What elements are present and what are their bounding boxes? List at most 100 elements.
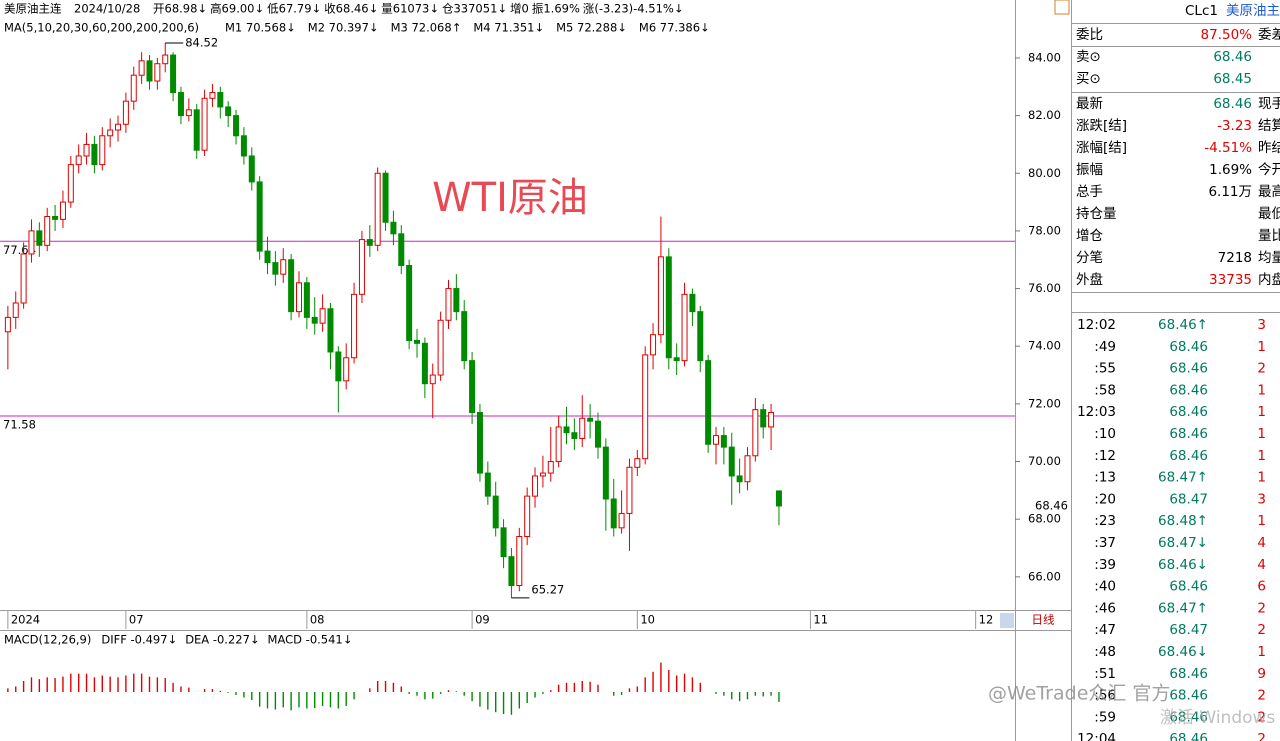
tick-time: :13 xyxy=(1094,470,1116,486)
quote-label: 委比 xyxy=(1076,27,1103,43)
tick-volume: 1 xyxy=(1257,426,1266,442)
tick-time: :40 xyxy=(1094,579,1116,595)
tick-price: 68.47 xyxy=(1169,491,1208,507)
candle-body xyxy=(594,420,601,448)
quote-label: 委差 xyxy=(1258,27,1280,43)
tick-time: :59 xyxy=(1094,709,1116,725)
candle-body xyxy=(390,221,397,235)
x-tick-label: 12 xyxy=(979,613,994,627)
candle-body xyxy=(563,426,570,434)
candle-body xyxy=(154,63,161,82)
candle-body xyxy=(248,155,255,183)
tick-time: 12:04 xyxy=(1077,731,1116,741)
candle-body xyxy=(626,466,633,514)
candle-body xyxy=(571,432,578,439)
quote-name: 美原油主连 xyxy=(1226,3,1280,19)
quote-label: 昨结算 xyxy=(1258,140,1280,156)
candle-body xyxy=(705,360,712,445)
candle-body xyxy=(421,342,428,385)
candle-body xyxy=(209,92,216,99)
candle-body xyxy=(445,288,452,321)
candle-body xyxy=(138,60,145,76)
candle-body xyxy=(492,495,499,529)
candle-body xyxy=(36,230,43,246)
quote-label: 增仓 xyxy=(1076,228,1104,244)
candle-body xyxy=(366,239,373,246)
reference-label: 77.64 xyxy=(3,243,36,257)
candle-body xyxy=(83,143,90,157)
candle-body xyxy=(20,253,27,304)
tick-price: 68.46 xyxy=(1169,688,1208,704)
candle-body xyxy=(4,316,11,333)
candle-body xyxy=(225,106,232,117)
y-tick-label: 82.00 xyxy=(1028,108,1061,122)
quote-value: -3.23 xyxy=(1217,118,1252,134)
x-tick-label: 09 xyxy=(475,613,490,627)
tick-time: :39 xyxy=(1094,557,1116,573)
quote-label: 涨幅[结] xyxy=(1076,140,1127,156)
y-tick-label: 72.00 xyxy=(1028,396,1061,410)
candle-body xyxy=(217,92,224,108)
tick-price: 68.46↓ xyxy=(1158,644,1208,660)
tick-price: 68.46 xyxy=(1169,404,1208,420)
tick-price: 68.46↑ xyxy=(1158,317,1208,333)
candle-body xyxy=(634,458,641,468)
tick-time: :20 xyxy=(1094,491,1116,507)
tick-volume: 2 xyxy=(1257,688,1266,704)
quote-label: 今开 xyxy=(1258,162,1280,178)
quote-value: 68.46 xyxy=(1213,49,1252,65)
tick-time: :46 xyxy=(1094,600,1116,616)
tick-time: :37 xyxy=(1094,535,1116,551)
tick-price: 68.48↑ xyxy=(1158,513,1208,529)
candle-body xyxy=(75,155,82,166)
quote-label: 现手 xyxy=(1258,96,1280,112)
ma-value: M3 72.068↑ xyxy=(391,21,462,35)
tick-volume: 1 xyxy=(1257,448,1266,464)
candle-body xyxy=(610,498,617,529)
candle-body xyxy=(744,455,751,483)
tick-volume: 1 xyxy=(1257,644,1266,660)
candle-body xyxy=(162,54,169,65)
tick-volume: 9 xyxy=(1257,666,1266,682)
tick-price: 68.46 xyxy=(1169,382,1208,398)
symbol: 美原油主连 xyxy=(4,2,62,16)
candle-body xyxy=(256,181,263,252)
tick-price: 68.46 xyxy=(1169,731,1208,741)
period[interactable]: 日线 xyxy=(1032,613,1055,627)
ma-value: M1 70.568↓ xyxy=(225,21,296,35)
tick-volume: 1 xyxy=(1257,470,1266,486)
candle-body xyxy=(736,475,743,483)
candle-body xyxy=(500,527,507,558)
low-annotation: 65.27 xyxy=(531,582,564,596)
candle-body xyxy=(264,250,271,264)
candle-body xyxy=(233,115,240,137)
candle-body xyxy=(524,495,531,537)
scroll-thumb[interactable] xyxy=(1000,613,1014,628)
candle-body xyxy=(437,319,444,376)
candle-body xyxy=(52,215,59,220)
candle-body xyxy=(67,164,74,203)
candle-body xyxy=(469,360,476,414)
quote-label: 总手 xyxy=(1076,184,1103,200)
tick-volume: 2 xyxy=(1257,731,1266,741)
quote-value: 6.11万 xyxy=(1208,184,1252,200)
restore-button[interactable] xyxy=(1054,0,1070,15)
candle-body xyxy=(760,409,767,428)
tick-volume: 2 xyxy=(1257,709,1266,725)
candle-body xyxy=(91,143,98,166)
tick-time: :58 xyxy=(1094,382,1116,398)
candle-body xyxy=(12,302,19,318)
candle-body xyxy=(343,357,350,382)
candle-body xyxy=(398,233,405,267)
tick-volume: 4 xyxy=(1257,557,1266,573)
tick-time: :12 xyxy=(1094,448,1116,464)
candle-body xyxy=(579,417,586,439)
candle-body xyxy=(752,409,759,457)
candle-body xyxy=(146,60,153,82)
reference-label: 71.58 xyxy=(3,417,36,431)
tick-price: 68.47↓ xyxy=(1158,535,1208,551)
tick-time: :47 xyxy=(1094,622,1116,638)
tick-volume: 1 xyxy=(1257,404,1266,420)
y-tick-label: 76.00 xyxy=(1028,281,1061,295)
